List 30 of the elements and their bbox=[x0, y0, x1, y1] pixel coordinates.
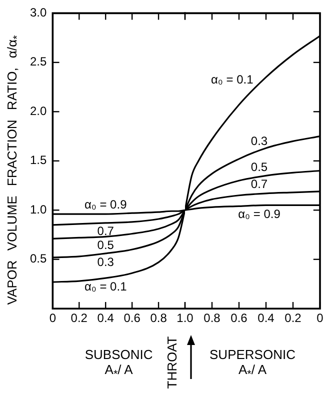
x-tick-label: 0 bbox=[316, 311, 324, 326]
series-label: 0.3 bbox=[250, 134, 268, 148]
y-tick-label: 2.5 bbox=[30, 54, 47, 69]
x-tick-label: 0.2 bbox=[284, 311, 302, 326]
x-tick-label: 0.4 bbox=[258, 311, 275, 326]
series-label: α₀ = 0.9 bbox=[84, 197, 128, 212]
text: THROAT bbox=[164, 336, 180, 389]
y-tick-label: 1.0 bbox=[30, 202, 47, 216]
series-label: 0.7 bbox=[97, 224, 114, 238]
x-tick-label: 0.4 bbox=[97, 311, 114, 326]
series-label: α₀ = 0.1 bbox=[84, 279, 128, 294]
x-axis-title: SUPERSONIC A$_{*}$/ A bbox=[208, 346, 296, 382]
y-tick-label: 0.5 bbox=[30, 252, 47, 266]
x-tick-label: 0.8 bbox=[204, 311, 221, 326]
y-tick-label: 2.0 bbox=[30, 104, 47, 118]
x-tick-label: 0 bbox=[49, 311, 56, 326]
y-tick-label: 1.5 bbox=[30, 153, 47, 168]
y-tick-label: 3.0 bbox=[30, 6, 47, 20]
x-axis-title: SUBSONIC A$_{*}$/ A bbox=[84, 346, 153, 380]
series-label: 0.5 bbox=[250, 160, 268, 174]
x-tick-label: 0.2 bbox=[70, 311, 88, 326]
x-tick-label: 0.6 bbox=[230, 311, 248, 326]
series-label: 0.3 bbox=[97, 254, 114, 269]
series-label: α₀ = 0.9 bbox=[238, 206, 281, 221]
series-label: α₀ = 0.1 bbox=[210, 72, 254, 86]
series-label: 0.7 bbox=[250, 177, 268, 192]
x-tick-label: 1.0 bbox=[176, 311, 194, 326]
x-tick-label: 0.6 bbox=[124, 311, 141, 326]
series-label: 0.5 bbox=[97, 238, 114, 252]
x-tick-label: 0.8 bbox=[150, 311, 168, 326]
